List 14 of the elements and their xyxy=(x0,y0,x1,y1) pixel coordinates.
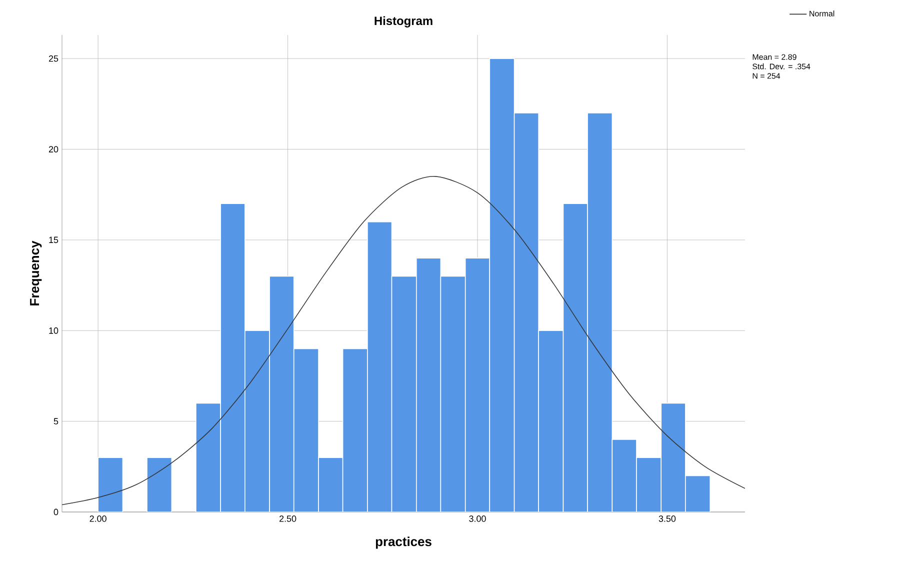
x-axis-title: practices xyxy=(376,536,432,549)
x-tick-label: 3.50 xyxy=(658,516,676,522)
y-tick-label: 20 xyxy=(48,146,58,152)
x-tick-label: 3.00 xyxy=(469,516,486,522)
y-tick-label: 15 xyxy=(49,236,58,244)
y-tick-label: 25 xyxy=(48,55,58,62)
x-tick-label: 2.00 xyxy=(90,516,106,522)
chart-title: Histogram xyxy=(374,16,432,28)
y-axis-title: Frequency xyxy=(30,240,42,306)
x-tick-label: 2.50 xyxy=(280,516,296,522)
y-tick-label: 10 xyxy=(49,327,58,334)
line-series xyxy=(62,176,746,506)
y-tick-label: 5 xyxy=(54,418,58,424)
y-tick-label: 0 xyxy=(54,508,58,516)
